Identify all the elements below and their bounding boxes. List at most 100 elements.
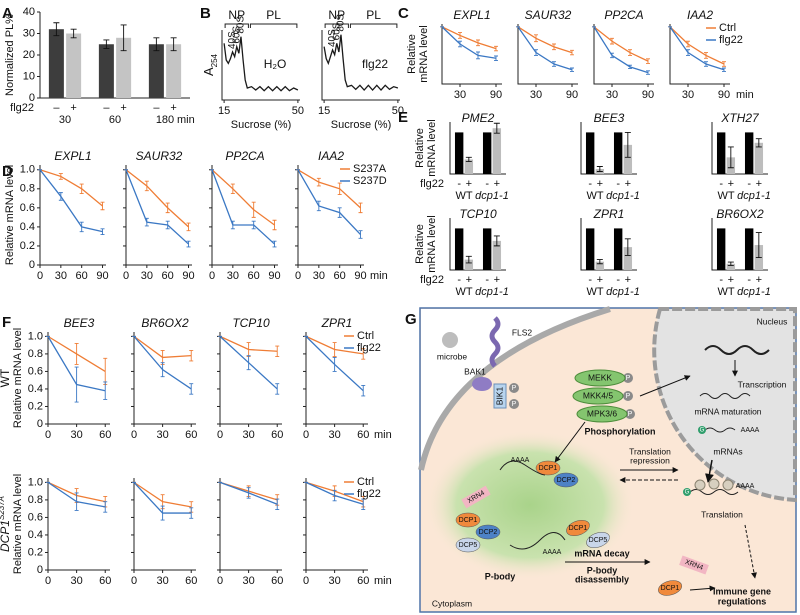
y-tick-label: 0.2 (28, 400, 43, 412)
bar (464, 159, 474, 174)
subplot-title: PME2 (462, 111, 495, 125)
pre-mrna (699, 393, 751, 399)
x-tick-label: WT (455, 190, 472, 202)
legend-label: Ctrl (357, 330, 374, 342)
diagram-text: AAAA (511, 457, 530, 464)
error-bar (246, 355, 251, 371)
x-tick-label: 15 (318, 105, 330, 117)
error-bar (160, 362, 165, 378)
x-tick-label: dcp1-1 (606, 190, 640, 202)
x-tick-label: 30 (242, 429, 254, 441)
error-bar (144, 217, 149, 227)
y-axis-label-sub: 254 (210, 53, 219, 67)
phospho-circle (509, 399, 519, 409)
error-bar (74, 366, 79, 403)
x-tick-label: 30 (606, 89, 618, 101)
x-tick-label: 0 (131, 575, 137, 587)
x-tick-label: 90 (182, 270, 194, 282)
axis (517, 24, 578, 85)
phospho-circle (623, 391, 633, 401)
error-bar (103, 357, 108, 386)
error-bar (189, 507, 194, 519)
error-bar (755, 138, 762, 148)
error-bar (160, 505, 165, 521)
region-bracket (324, 23, 349, 28)
error-bar (337, 182, 342, 195)
diagram-text: BIK1 (494, 387, 504, 406)
error-bar (337, 207, 342, 218)
error-bar (646, 70, 650, 75)
x-tick-label: 60 (357, 429, 369, 441)
protein (566, 519, 590, 537)
error-bar (316, 200, 321, 212)
bar (492, 240, 502, 270)
protein (455, 512, 481, 528)
y-axis-label: mRNA level (426, 215, 438, 272)
bar (716, 228, 726, 270)
x-tick-label: 30 (59, 114, 71, 126)
subplot-title: PP2CA (225, 149, 264, 163)
diagram-text: DCP2 (557, 477, 576, 484)
subplot-title: BEE3 (594, 111, 625, 125)
x-tick-label: 30 (242, 575, 254, 587)
error-bar (74, 492, 79, 511)
arrow (554, 421, 586, 463)
error-bar (476, 51, 480, 60)
legend-label: flg22 (357, 488, 381, 500)
bar (726, 263, 736, 270)
diagram-text: P-body (587, 565, 618, 575)
y-tick-label: 30 (23, 27, 35, 39)
x-tick-label: dcp1-1 (737, 190, 771, 202)
diagram-text: DCP1 (569, 525, 588, 532)
error-bar (103, 501, 108, 513)
diagram-text: P-body (485, 571, 516, 581)
error-bar (465, 255, 472, 264)
error-bar (722, 61, 726, 67)
x-tick-label: 0 (303, 575, 309, 587)
treatment-sign: + (625, 178, 631, 190)
error-bar (272, 240, 277, 248)
y-axis-label: Relative (406, 34, 418, 74)
row-label-text: WT (0, 368, 12, 387)
diagram-text: DCP1 (459, 517, 478, 524)
treatment-sign: - (747, 274, 751, 286)
y-axis-label: Relative (414, 128, 426, 168)
axis (221, 30, 300, 101)
diagram-text: P (628, 411, 633, 418)
legend-label: Ctrl (719, 22, 736, 34)
data-line (517, 26, 573, 71)
x-tick-label: 60 (109, 114, 121, 126)
diagram-text: G (685, 490, 690, 496)
axis (441, 24, 502, 85)
error-bar (332, 342, 337, 357)
error-bar (100, 201, 105, 211)
diagram-text: MEKK (588, 372, 612, 382)
peak-label: 40S (327, 29, 338, 47)
diagram-text: Cytoplasm (432, 598, 472, 608)
y-axis-label: Normalized PL% (4, 14, 16, 96)
subplot-title: SAUR32 (136, 149, 183, 163)
subplot-title: TCP10 (459, 207, 497, 221)
arrow (705, 459, 714, 483)
arrow (639, 375, 691, 397)
x-tick-label: 30 (156, 575, 168, 587)
x-tick-label: 90 (354, 270, 366, 282)
y-tick-label: 0.8 (20, 183, 35, 195)
panel-label: C (398, 5, 409, 22)
x-tick-label: 90 (490, 89, 502, 101)
treatment-sign: - (719, 274, 723, 286)
region-label: NP (328, 8, 345, 22)
y-axis-label: Relative mRNA level (12, 474, 24, 574)
treatment-sign: + (170, 102, 176, 114)
error-bar (570, 49, 574, 56)
x-tick-label: 90 (718, 89, 730, 101)
error-bar (186, 222, 191, 232)
error-bar (230, 183, 235, 195)
y-tick-label: 0.6 (20, 202, 35, 214)
treatment-sign: - (457, 274, 461, 286)
row-label-text: DCP1 (0, 520, 12, 552)
data-line (441, 26, 497, 59)
error-bar (272, 219, 277, 231)
y-tick-label: 1.0 (28, 476, 43, 488)
